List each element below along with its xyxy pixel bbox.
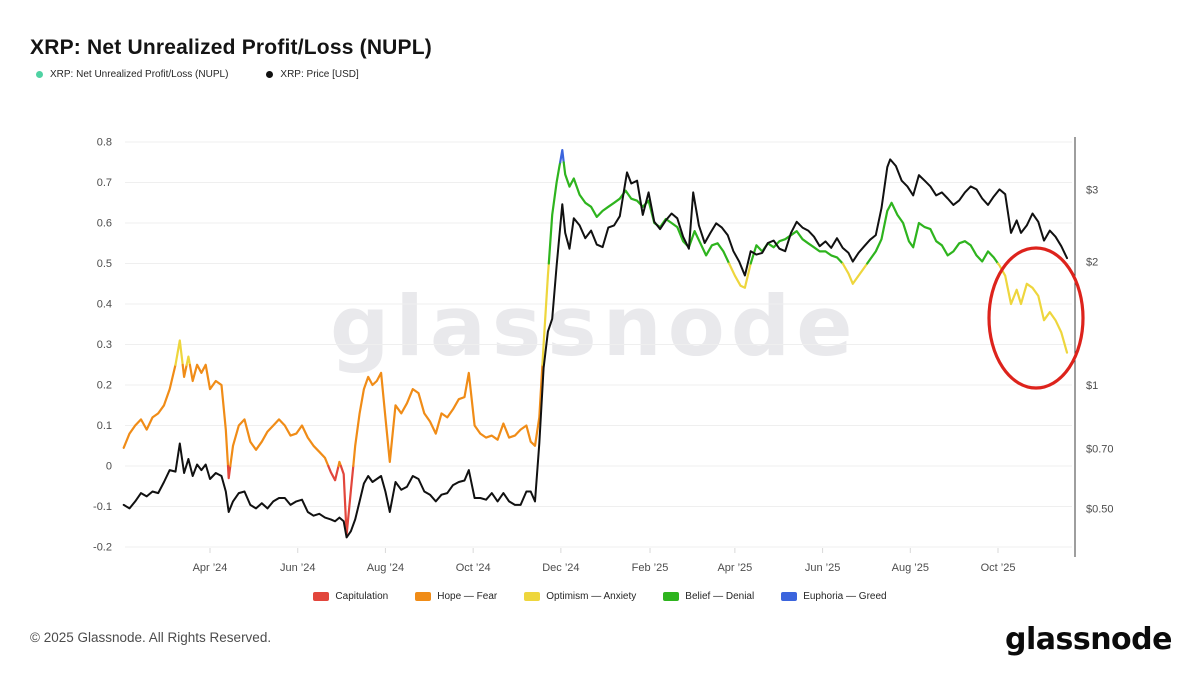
nupl-line xyxy=(339,464,355,536)
series-legend: XRP: Net Unrealized Profit/Loss (NUPL) XR… xyxy=(36,69,359,80)
nupl-line xyxy=(541,262,550,366)
nupl-line xyxy=(841,262,869,285)
price-line xyxy=(122,158,1068,539)
x-axis-tick-label: Oct ’24 xyxy=(456,562,491,574)
nupl-line xyxy=(174,339,184,366)
left-axis-tick-label: 0.5 xyxy=(97,258,112,270)
band-legend-item-2: Optimism — Anxiety xyxy=(524,591,636,602)
band-legend-item-4: Euphoria — Greed xyxy=(781,591,887,602)
nupl-line xyxy=(185,355,191,366)
x-axis-tick-label: Aug ’25 xyxy=(892,562,929,574)
glassnode-logo: glassnode xyxy=(1004,622,1173,657)
nupl-line xyxy=(559,149,565,164)
x-axis-tick-label: Apr ’25 xyxy=(717,562,752,574)
left-axis-tick-label: 0.1 xyxy=(97,420,112,432)
series-legend-label: XRP: Net Unrealized Profit/Loss (NUPL) xyxy=(50,69,229,80)
series-legend-item-0[interactable]: XRP: Net Unrealized Profit/Loss (NUPL) xyxy=(36,69,228,80)
nupl-line xyxy=(327,464,340,482)
left-axis-tick-label: 0 xyxy=(106,461,112,473)
nupl-line xyxy=(562,161,731,265)
band-legend-item-0: Capitulation xyxy=(313,591,388,602)
left-axis-tick-label: 0.4 xyxy=(97,299,112,311)
series-legend-dot-icon xyxy=(266,71,274,78)
nupl-line xyxy=(866,201,1000,265)
nupl-line xyxy=(229,418,330,468)
right-axis-tick-label: $3 xyxy=(1086,184,1098,196)
left-axis-tick-label: 0.6 xyxy=(97,218,112,230)
band-legend-item-3: Belief — Denial xyxy=(663,591,754,602)
x-axis-tick-label: Dec ’24 xyxy=(542,562,579,574)
glassnode-watermark: glassnode xyxy=(330,278,859,375)
nupl-line xyxy=(188,363,230,468)
band-legend-swatch-icon xyxy=(415,592,432,601)
nupl-line xyxy=(352,363,544,468)
nupl-line xyxy=(337,460,342,468)
nupl-line xyxy=(226,464,232,480)
copyright-text: © 2025 Glassnode. All Rights Reserved. xyxy=(30,630,272,645)
series-legend-item-1[interactable]: XRP: Price [USD] xyxy=(266,69,359,80)
x-axis-tick-label: Apr ’24 xyxy=(193,562,228,574)
nupl-line xyxy=(122,363,177,449)
nupl-line xyxy=(728,262,752,289)
nupl-line xyxy=(996,262,1069,354)
band-legend-label: Hope — Fear xyxy=(437,591,498,602)
band-legend-label: Belief — Denial xyxy=(685,591,755,602)
right-axis-tick-label: $0.70 xyxy=(1086,444,1114,456)
band-legend-swatch-icon xyxy=(781,592,798,601)
band-legend-label: Capitulation xyxy=(335,591,389,602)
left-axis-tick-label: 0.2 xyxy=(97,380,112,392)
nupl-band-legend: Capitulation Hope — Fear Optimism — Anxiet… xyxy=(0,591,1200,602)
series-legend-label: XRP: Price [USD] xyxy=(280,69,359,80)
nupl-line xyxy=(547,161,562,265)
right-axis-tick-label: $1 xyxy=(1086,380,1098,392)
band-legend-swatch-icon xyxy=(313,592,330,601)
right-axis-tick-label: $0.50 xyxy=(1086,503,1114,515)
x-axis-tick-label: Jun ’25 xyxy=(805,562,840,574)
right-axis-tick-label: $2 xyxy=(1086,257,1098,269)
left-axis-tick-label: 0.7 xyxy=(97,177,112,189)
left-axis-tick-label: 0.3 xyxy=(97,339,112,351)
page-title: XRP: Net Unrealized Profit/Loss (NUPL) xyxy=(30,36,432,60)
band-legend-label: Optimism — Anxiety xyxy=(546,591,637,602)
left-axis-tick-label: 0.8 xyxy=(97,137,112,149)
x-axis-tick-label: Oct ’25 xyxy=(981,562,1016,574)
band-legend-swatch-icon xyxy=(663,592,680,601)
highlight-ellipse-annotation xyxy=(987,246,1085,390)
nupl-line xyxy=(181,363,188,378)
left-axis-tick-label: -0.1 xyxy=(93,501,112,513)
left-axis-tick-label: -0.2 xyxy=(93,542,112,554)
band-legend-swatch-icon xyxy=(524,592,541,601)
x-axis-tick-label: Feb ’25 xyxy=(632,562,669,574)
series-legend-dot-icon xyxy=(36,71,43,78)
x-axis-tick-label: Jun ’24 xyxy=(280,562,315,574)
band-legend-item-1: Hope — Fear xyxy=(415,591,497,602)
x-axis-tick-label: Aug ’24 xyxy=(367,562,404,574)
band-legend-label: Euphoria — Greed xyxy=(803,591,887,602)
